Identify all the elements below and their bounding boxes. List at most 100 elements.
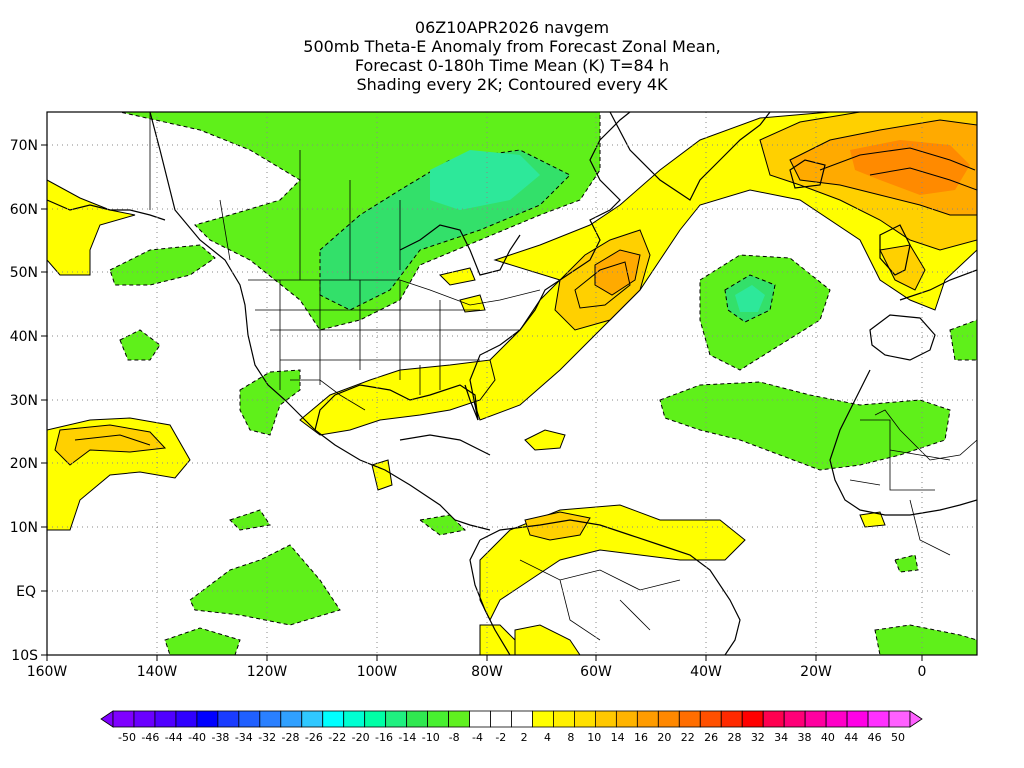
colorbar-swatch — [825, 710, 848, 728]
pacific-nw-green — [109, 244, 216, 286]
colorbar-label: 4 — [544, 731, 551, 744]
colorbar-label: -28 — [282, 731, 300, 744]
ne-pacific-yellow — [47, 179, 136, 276]
map-plot-area — [47, 112, 977, 655]
colorbar-label: -38 — [211, 731, 229, 744]
latitude-labels: 70N 60N 50N 40N 30N 20N 10N EQ 10S — [10, 138, 38, 664]
hudson-bay — [399, 224, 521, 276]
colorbar-label: 38 — [798, 731, 812, 744]
colorbar-label: -16 — [375, 731, 393, 744]
colorbar-swatch — [490, 710, 512, 728]
colorbar-swatch — [196, 710, 219, 728]
carib-green — [229, 509, 271, 531]
colorbar-swatch — [804, 710, 827, 728]
lon-label-40w: 40W — [690, 664, 722, 680]
s-atlantic-green — [874, 624, 977, 655]
south-america-west — [469, 539, 511, 655]
lat-label-20n: 20N — [10, 456, 38, 472]
colorbar-label: -2 — [495, 731, 506, 744]
colorbar-swatch — [783, 710, 806, 728]
colorbar-swatch — [720, 710, 743, 728]
colorbar-label: -46 — [141, 731, 159, 744]
map-title-line-4: Shading every 2K; Contoured every 4K — [356, 75, 668, 94]
contour-hawaii — [74, 434, 151, 446]
contour-lines — [74, 147, 977, 446]
contour-maritimes — [574, 261, 631, 309]
colorbar-label: -44 — [165, 731, 183, 744]
south-america-borders — [519, 559, 681, 641]
lon-label-140w: 140W — [137, 664, 178, 680]
lat-label-30n: 30N — [10, 393, 38, 409]
colorbar-swatch — [259, 710, 282, 728]
colorbar-swatch — [469, 710, 491, 728]
lat-label-10s: 10S — [11, 648, 38, 664]
colorbar-label: 8 — [567, 731, 574, 744]
map-title-line-1: 06Z10APR2026 navgem — [414, 18, 610, 37]
colorbar-label: -20 — [352, 731, 370, 744]
colorbar-label: -32 — [258, 731, 276, 744]
colorbar-swatch — [343, 710, 366, 728]
colorbar-label: 20 — [657, 731, 671, 744]
colorbar-swatch — [741, 710, 764, 728]
lat-label-50n: 50N — [10, 265, 38, 281]
lat-lon-grid — [47, 112, 977, 655]
colorbar-swatch — [699, 710, 722, 728]
colorbar-swatch — [846, 710, 869, 728]
colorbar-label: 44 — [844, 731, 858, 744]
lat-label-60n: 60N — [10, 202, 38, 218]
colorbar-label: 50 — [891, 731, 905, 744]
ne-pacific-green — [119, 329, 161, 361]
political-boundaries — [149, 112, 977, 641]
colorbar-label: -10 — [422, 731, 440, 744]
west-africa-coast — [829, 369, 977, 516]
lakes-yellow — [439, 267, 476, 286]
colorbar-label: 32 — [751, 731, 765, 744]
atlantic-teal — [735, 285, 765, 312]
colorbar-label: -50 — [118, 731, 136, 744]
great-lakes-yellow — [459, 294, 486, 313]
colorbar-left-arrow — [100, 710, 114, 728]
colorbar-swatch — [448, 710, 470, 728]
colorbar-swatch — [511, 710, 533, 728]
lon-label-160w: 160W — [27, 664, 68, 680]
colorbar-swatch — [657, 710, 680, 728]
colorbar-swatch — [427, 710, 449, 728]
colorbar-swatch — [322, 710, 345, 728]
iberia-nw-africa — [869, 314, 936, 361]
colorbar-swatch — [532, 710, 554, 728]
colorbar-swatch — [888, 710, 911, 728]
lat-label-10n: 10N — [10, 520, 38, 536]
colorbar-swatch — [678, 710, 701, 728]
sahara-borders — [874, 409, 977, 461]
colorbar-label: -4 — [472, 731, 483, 744]
lon-label-100w: 100W — [357, 664, 398, 680]
us-mexico-border — [290, 379, 366, 411]
west-africa-green — [949, 319, 977, 361]
coastlines — [47, 112, 977, 655]
iceland — [789, 159, 826, 189]
labrador-coast — [559, 112, 631, 281]
colorbar-label: 10 — [587, 731, 601, 744]
colorbar-swatch — [175, 710, 198, 728]
lat-label-eq: EQ — [16, 584, 36, 600]
cuba — [399, 434, 491, 456]
lon-label-0: 0 — [918, 664, 927, 680]
colorbar-label: 26 — [704, 731, 718, 744]
colorbar-label: -8 — [449, 731, 460, 744]
hudson-teal — [430, 150, 540, 210]
gulf-guinea-green — [894, 554, 919, 573]
colorbar-label: -34 — [235, 731, 253, 744]
eq-pacific-green — [189, 544, 341, 626]
contour-iceland-2 — [869, 167, 977, 191]
uk-ireland — [879, 224, 911, 276]
colombia-orange — [524, 511, 591, 541]
colorbar-label: 34 — [774, 731, 788, 744]
lat-label-40n: 40N — [10, 329, 38, 345]
colorbar-swatch — [594, 710, 617, 728]
colorbar: -50 -46 -44 -40 -38 -34 -32 -28 -26 -22 -20 -16 -14-… — [100, 710, 923, 744]
map-frame — [46, 111, 978, 656]
axis-ticks — [41, 144, 923, 661]
gulf-of-mexico-coast — [314, 279, 561, 431]
colorbar-label: 2 — [521, 731, 528, 744]
